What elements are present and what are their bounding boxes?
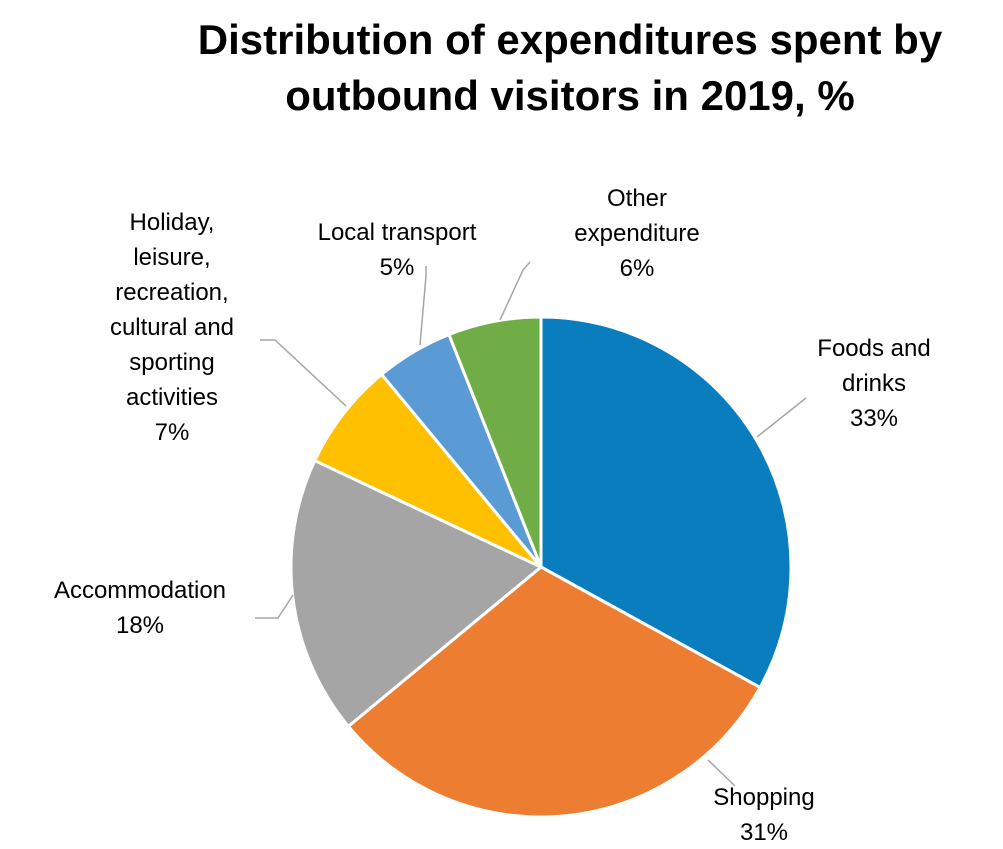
pie-slice-5 bbox=[447, 315, 543, 569]
pie-slice-0 bbox=[539, 315, 793, 689]
chart-title-line-2: outbound visitors in 2019, % bbox=[285, 72, 855, 119]
slice-label-0: Foods and drinks 33% bbox=[817, 335, 930, 432]
slice-category-label: Foods and bbox=[817, 335, 930, 362]
slice-category-label: sporting bbox=[129, 349, 214, 376]
slice-category-label: expenditure bbox=[574, 220, 699, 247]
slice-value-label: 6% bbox=[620, 255, 655, 282]
slice-category-label: leisure, bbox=[133, 244, 210, 271]
leader-line-2 bbox=[255, 594, 294, 619]
slice-category-label: Shopping bbox=[713, 784, 814, 811]
slice-label-2: Accommodation 18% bbox=[54, 577, 226, 639]
slice-value-label: 33% bbox=[850, 405, 898, 432]
slice-value-label: 18% bbox=[116, 612, 164, 639]
slice-value-label: 5% bbox=[380, 254, 415, 281]
leader-line-1 bbox=[707, 759, 736, 787]
slice-label-5: Other expenditure 6% bbox=[574, 185, 699, 282]
slice-category-label: recreation, bbox=[115, 279, 228, 306]
pie-slice-1 bbox=[346, 565, 762, 819]
slice-category-label: Accommodation bbox=[54, 577, 226, 604]
pie-slice-3 bbox=[313, 372, 543, 569]
slice-category-label: Other bbox=[607, 185, 667, 212]
leader-line-4 bbox=[419, 266, 427, 346]
leader-line-0 bbox=[756, 397, 807, 438]
chart-title: Distribution of expenditures spent by ou… bbox=[140, 12, 1000, 124]
slice-category-label: drinks bbox=[842, 370, 906, 397]
slice-category-label: cultural and bbox=[110, 314, 234, 341]
leader-line-5 bbox=[499, 261, 531, 321]
slice-label-1: Shopping 31% bbox=[713, 784, 814, 846]
slice-label-4: Local transport 5% bbox=[318, 219, 477, 281]
slice-label-3: Holiday, leisure, recreation, cultural and s… bbox=[110, 209, 234, 446]
pie-slice-2 bbox=[289, 459, 543, 728]
chart-title-line-1: Distribution of expenditures spent by bbox=[197, 16, 943, 63]
slice-value-label: 31% bbox=[740, 819, 788, 846]
leader-line-3 bbox=[260, 339, 347, 407]
slice-category-label: Holiday, bbox=[130, 209, 215, 236]
slice-category-label: activities bbox=[126, 384, 218, 411]
slice-value-label: 7% bbox=[155, 419, 190, 446]
slice-category-label: Local transport bbox=[318, 219, 477, 246]
